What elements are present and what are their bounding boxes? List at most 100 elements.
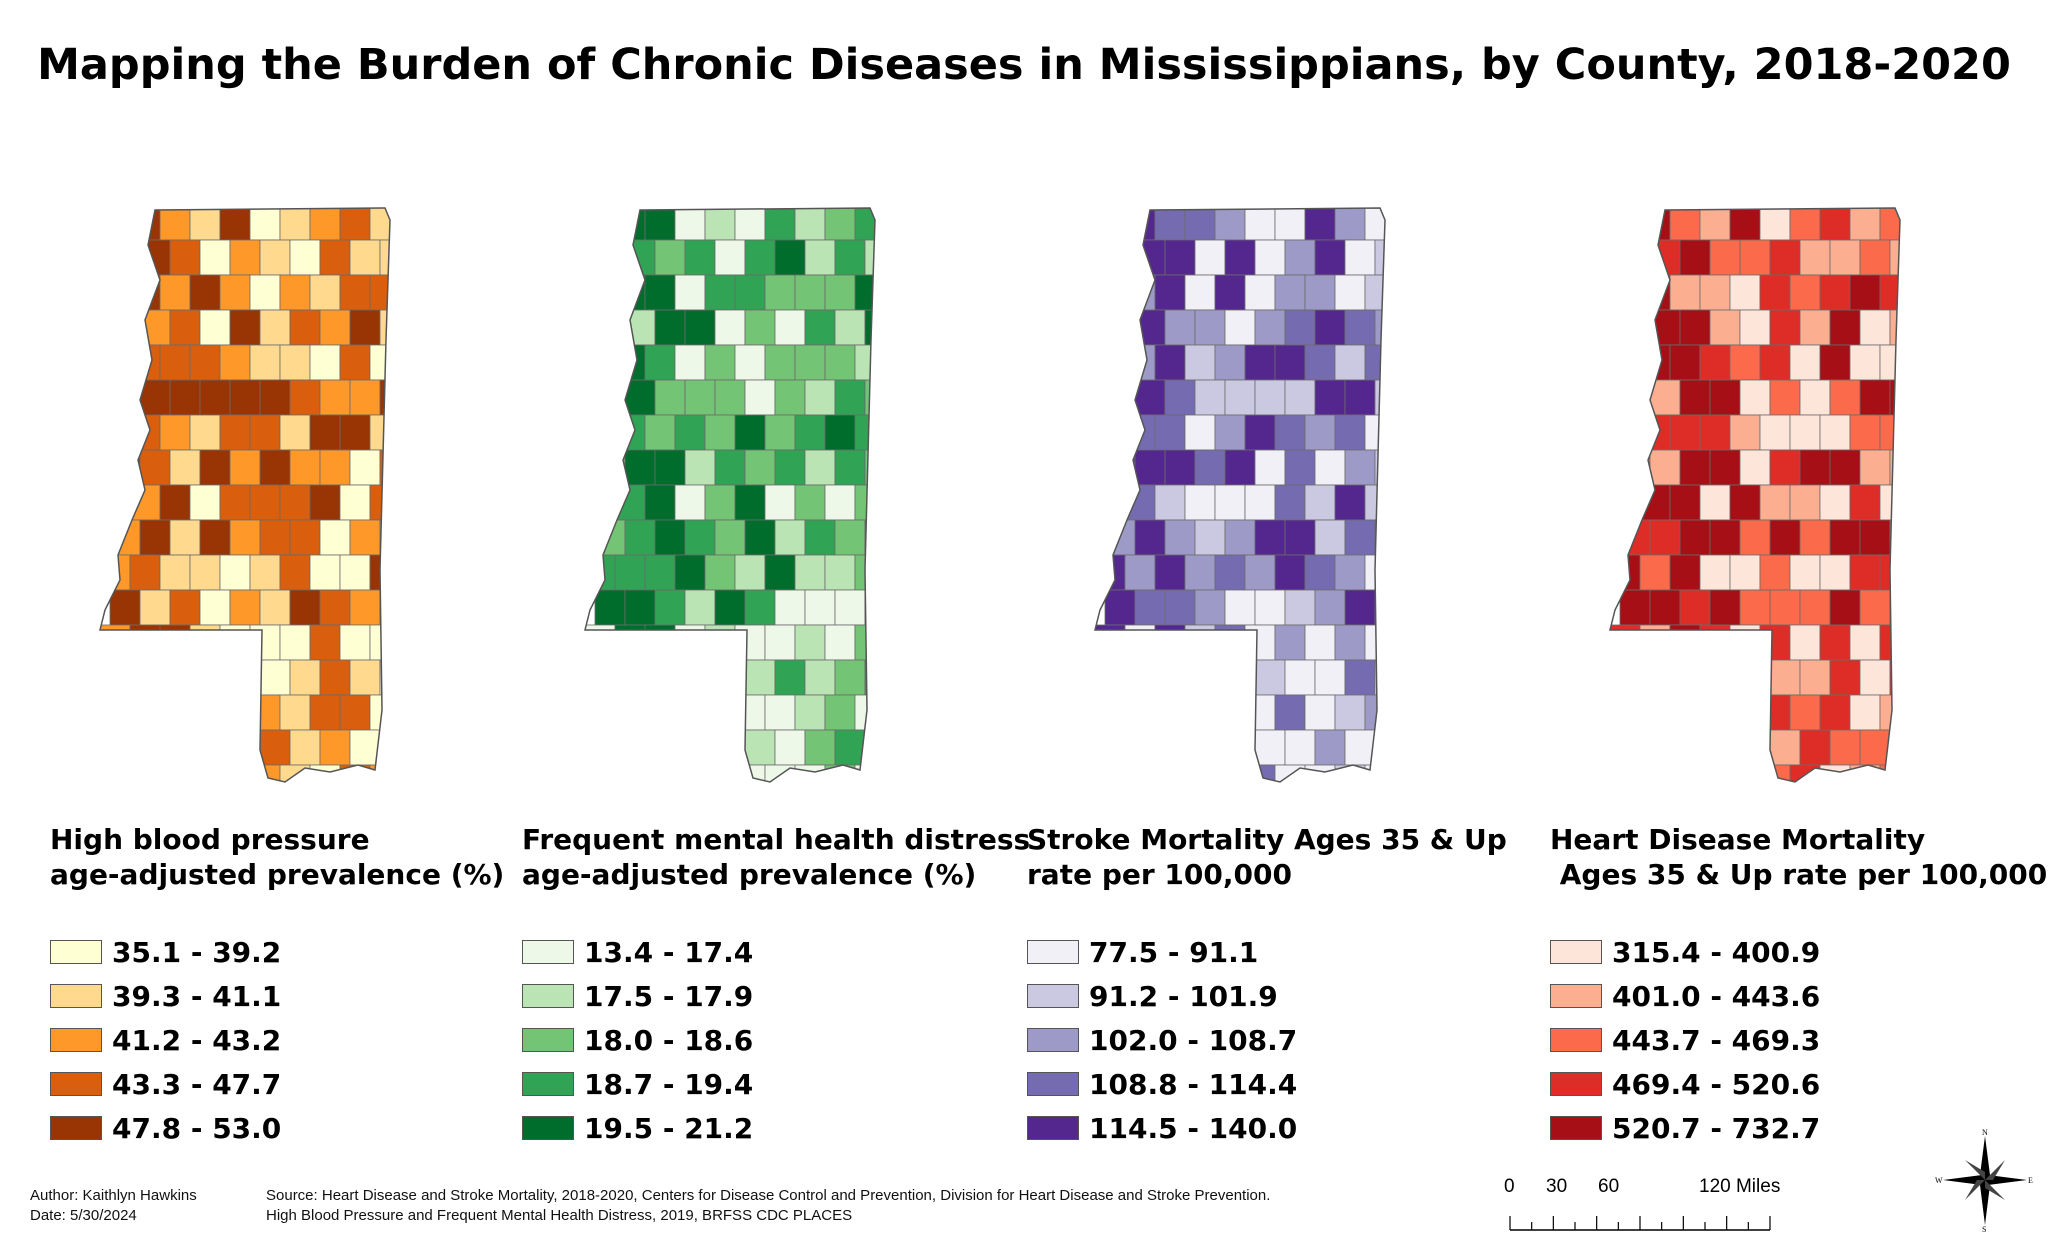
county-polygon [824, 274, 856, 311]
county-polygon [1769, 379, 1801, 416]
county-polygon [1214, 414, 1246, 451]
county-polygon [1709, 379, 1741, 416]
county-polygon [734, 484, 766, 521]
author: Author: Kaithlyn Hawkins [30, 1187, 197, 1204]
county-polygon [1334, 624, 1366, 661]
county-polygon [219, 694, 251, 731]
legend-title-line: Ages 35 & Up rate per 100,000 [1550, 858, 2048, 891]
county-polygon [1759, 414, 1791, 451]
county-polygon [1314, 729, 1346, 766]
county-polygon [279, 554, 311, 591]
county-polygon [764, 624, 796, 661]
county-polygon [1729, 344, 1761, 381]
county-polygon [1184, 554, 1216, 591]
legend-item: 102.0 - 108.7 [1027, 1018, 1507, 1062]
county-polygon [1364, 414, 1385, 451]
county-polygon [339, 274, 371, 311]
county-polygon [229, 449, 261, 486]
county-polygon [1334, 484, 1366, 521]
county-polygon [339, 208, 371, 241]
county-polygon [379, 659, 390, 696]
county-polygon [1314, 519, 1346, 556]
county-polygon [804, 659, 836, 696]
legend-label: 19.5 - 21.2 [584, 1111, 754, 1145]
county-polygon [159, 344, 191, 381]
scale-tick-30: 30 [1546, 1176, 1568, 1197]
county-polygon [714, 239, 746, 276]
county-polygon [1304, 764, 1336, 782]
county-polygon [1134, 519, 1166, 556]
county-polygon [1889, 239, 1900, 276]
state-outline [1094, 207, 1386, 783]
county-polygon [834, 729, 866, 766]
county-polygon [1104, 659, 1136, 696]
county-polygon [1709, 449, 1741, 486]
compass-w: W [1935, 1176, 1943, 1185]
county-polygon [1619, 309, 1651, 346]
county-polygon [129, 764, 161, 782]
county-polygon [1134, 449, 1166, 486]
county-polygon [1244, 414, 1276, 451]
county-polygon [1095, 484, 1126, 521]
county-polygon [704, 694, 736, 731]
county-polygon [764, 208, 796, 241]
county-polygon [139, 659, 171, 696]
county-polygon [1729, 554, 1761, 591]
legend-label: 41.2 - 43.2 [112, 1023, 282, 1057]
county-polygon [199, 309, 231, 346]
county-polygon [854, 694, 875, 731]
county-polygon [1789, 208, 1821, 241]
county-polygon [1134, 309, 1166, 346]
county-polygon [1304, 484, 1336, 521]
county-polygon [674, 484, 706, 521]
county-polygon [129, 554, 161, 591]
source-line-1: Source: Heart Disease and Stroke Mortali… [266, 1187, 1271, 1204]
legend-item: 19.5 - 21.2 [522, 1106, 1030, 1150]
county-polygon [594, 659, 626, 696]
county-polygon [1799, 519, 1831, 556]
county-polygon [139, 239, 171, 276]
county-polygon [159, 694, 191, 731]
county-polygon [824, 554, 856, 591]
county-polygon [1819, 554, 1851, 591]
county-polygon [1639, 554, 1671, 591]
source-line-2: High Blood Pressure and Frequent Mental … [266, 1207, 853, 1224]
county-polygon [1759, 208, 1791, 241]
county-polygon [249, 694, 281, 731]
county-polygon [824, 624, 856, 661]
county-polygon [794, 208, 826, 241]
county-polygon [654, 239, 686, 276]
compass-s: S [1982, 1225, 1986, 1233]
county-polygon [1789, 554, 1821, 591]
county-polygon [644, 694, 676, 731]
county-polygon [674, 694, 706, 731]
county-polygon [379, 729, 390, 766]
county-polygon [1879, 414, 1900, 451]
county-polygon [309, 764, 341, 782]
county-polygon [189, 414, 221, 451]
county-polygon [129, 694, 161, 731]
date: Date: 5/30/2024 [30, 1207, 137, 1224]
county-polygon [764, 484, 796, 521]
county-polygon [1104, 239, 1136, 276]
county-polygon [1769, 309, 1801, 346]
legend-heart-disease-mortality: Heart Disease Mortality Ages 35 & Up rat… [1550, 822, 2047, 1150]
county-polygon [1739, 309, 1771, 346]
county-polygon [379, 239, 390, 276]
county-polygon [1789, 484, 1821, 521]
county-polygon [1849, 414, 1881, 451]
county-polygon [1194, 729, 1226, 766]
county-polygon [319, 589, 351, 626]
county-polygon [289, 729, 321, 766]
county-polygon [774, 379, 806, 416]
county-polygon [1164, 659, 1196, 696]
county-polygon [804, 239, 836, 276]
county-polygon [289, 589, 321, 626]
county-polygon [1849, 484, 1881, 521]
county-polygon [1124, 694, 1156, 731]
county-polygon [1364, 624, 1385, 661]
county-polygon [1164, 589, 1196, 626]
county-polygon [764, 344, 796, 381]
county-polygon [774, 729, 806, 766]
county-polygon [339, 554, 371, 591]
